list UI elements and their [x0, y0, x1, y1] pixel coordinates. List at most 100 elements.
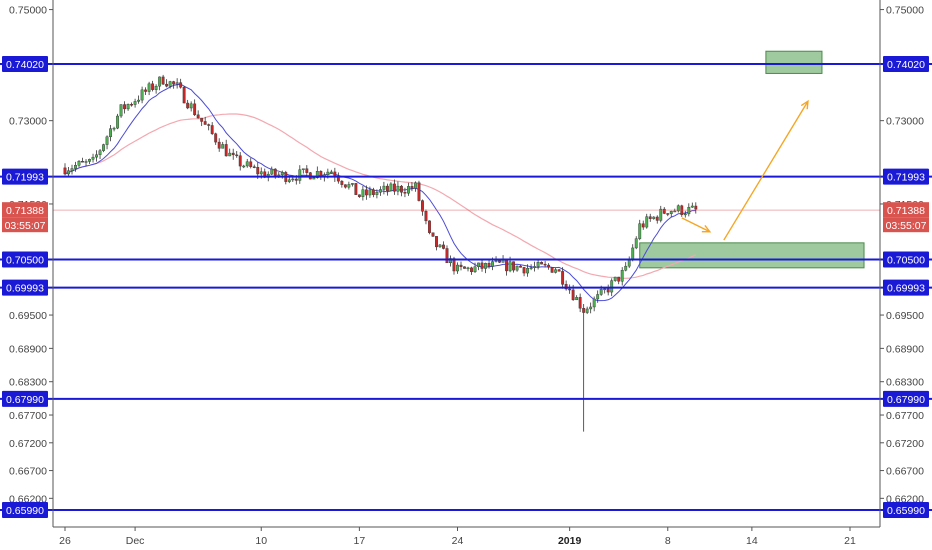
candle-bull: [74, 165, 77, 169]
candle-bear: [442, 244, 445, 249]
candle-bear: [561, 271, 565, 285]
candle-bear: [578, 297, 582, 309]
x-tick-label: 10: [255, 535, 267, 547]
candle-bull: [77, 161, 81, 166]
y-tick-label-left: 0.67700: [9, 410, 47, 422]
candle-bull: [659, 208, 663, 221]
candle-bear: [487, 262, 491, 267]
level-badge-left: [2, 279, 48, 296]
candle-bear: [557, 269, 561, 272]
y-tick-label-left: 0.67200: [9, 438, 47, 450]
candle-bear: [571, 289, 575, 301]
candle-bull: [70, 168, 74, 171]
candle-bull: [189, 103, 193, 109]
candle-bull: [631, 247, 635, 259]
candle-bull: [515, 265, 519, 271]
candle-bull: [102, 144, 105, 151]
candle-bull: [312, 177, 316, 180]
candle-bear: [231, 152, 235, 156]
zones-layer: [639, 50, 865, 269]
candle-bull: [287, 179, 291, 182]
level-badge-label: 0.74020: [887, 59, 925, 71]
arrows-layer: [681, 99, 809, 241]
y-tick-label-right: 0.73000: [886, 116, 924, 128]
y-tick-label-left: 0.68300: [9, 377, 47, 389]
candle-bull: [610, 280, 614, 293]
candle-bull: [158, 76, 162, 87]
level-badge-left: [2, 56, 48, 72]
candle-bear: [186, 102, 190, 109]
candle-bear: [217, 141, 221, 149]
candle-bear: [336, 176, 340, 182]
candle-bear: [428, 220, 431, 233]
level-badge-right: [883, 502, 929, 518]
level-badge-right: [883, 251, 929, 268]
y-tick-label-right: 0.68900: [886, 343, 924, 355]
candle-bull: [175, 82, 179, 85]
candle-bull: [673, 210, 677, 213]
candle-bear: [512, 261, 515, 271]
level-badge-label: 0.67990: [6, 394, 44, 406]
candle-bear: [200, 117, 204, 122]
candle-bull: [382, 185, 386, 190]
candle-bear: [403, 192, 407, 194]
candle-bull: [687, 207, 691, 215]
candle-bull: [126, 104, 130, 110]
target-zone-2: [639, 242, 865, 269]
level-badge-label: 0.65990: [887, 505, 925, 517]
candle-bull: [603, 288, 607, 291]
candle-bull: [147, 83, 151, 92]
projection-arrow-1: [681, 217, 711, 233]
x-tick-label: 21: [844, 535, 856, 547]
candle-bear: [410, 186, 414, 189]
candle-bull: [368, 189, 372, 196]
candle-bear: [445, 248, 449, 264]
projection-arrowhead-2: [800, 99, 809, 110]
candle-bear: [392, 183, 396, 192]
countdown-badge-left: [2, 217, 48, 233]
slow-moving-average: [64, 113, 697, 279]
candle-bull: [95, 154, 98, 158]
candle-bull: [133, 101, 137, 105]
candle-bear: [151, 83, 155, 90]
candle-bull: [112, 127, 116, 130]
candle-bear: [550, 267, 554, 273]
candle-bull: [301, 168, 305, 170]
candle-bear: [235, 154, 239, 157]
candle-bull: [473, 266, 477, 273]
candle-bear: [144, 89, 148, 92]
countdown-label: 03:55:07: [5, 220, 46, 232]
y-tick-label-left: 0.75000: [9, 5, 47, 17]
candle-bear: [179, 82, 183, 88]
x-tick-label: 17: [354, 535, 366, 547]
candle-bear: [617, 276, 621, 282]
candle-bear: [343, 184, 347, 188]
candle-bull: [529, 267, 533, 269]
y-tick-label-right: 0.67700: [886, 410, 924, 422]
countdown-badge-right: [883, 217, 929, 233]
price-badge-label: 0.71388: [887, 205, 925, 217]
candle-bull: [154, 85, 158, 90]
candle-bull: [350, 183, 354, 185]
candle-bull: [456, 264, 459, 272]
candle-bear: [417, 182, 421, 201]
candle-bear: [196, 114, 200, 119]
candle-bull: [67, 170, 70, 175]
level-badge-label: 0.74020: [6, 59, 44, 71]
candle-bear: [431, 232, 435, 237]
y-tick-label-right: 0.66700: [886, 466, 924, 478]
candle-bull: [620, 270, 624, 282]
candle-bull: [329, 171, 333, 174]
candle-bear: [694, 205, 698, 210]
candle-bear: [662, 208, 666, 214]
badges-layer: 0.74020 0.74020 0.71993 0.71993 0.70500 0.705…: [2, 56, 929, 518]
candle-bull: [494, 260, 498, 262]
candle-bear: [480, 262, 484, 269]
x-tick-label: 14: [746, 535, 758, 547]
candle-bear: [606, 288, 610, 293]
candle-bull: [599, 288, 603, 295]
candle-bull: [438, 244, 442, 248]
candle-bull: [676, 205, 680, 212]
y-tick-label-right: 0.68300: [886, 377, 924, 389]
candle-bull: [533, 266, 537, 268]
